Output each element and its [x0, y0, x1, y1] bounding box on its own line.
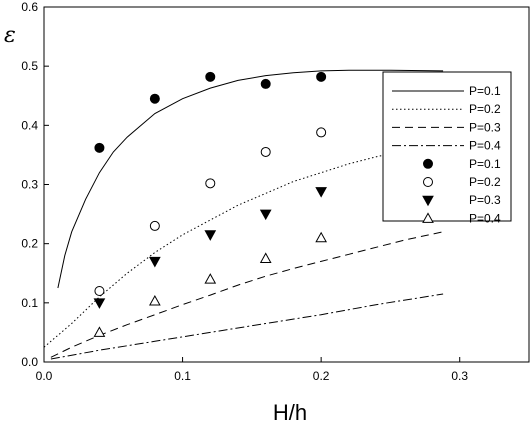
- y-tick-label: 0.2: [21, 237, 38, 251]
- legend-label: P=0.1: [469, 157, 501, 171]
- data-point-2: [316, 127, 327, 138]
- y-tick-label: 0.0: [21, 355, 38, 369]
- legend-marker-swatch: [422, 195, 434, 207]
- series-lines: [43, 69, 444, 360]
- data-point-3: [149, 256, 161, 268]
- y-axis-label: ε: [4, 23, 16, 48]
- series-points: [93, 71, 327, 337]
- series-line-1: [57, 69, 444, 289]
- y-tick-label: 0.6: [21, 0, 38, 14]
- data-point-4: [315, 231, 327, 243]
- data-point-2: [205, 178, 216, 189]
- y-tick-label: 0.1: [21, 296, 38, 310]
- legend-label: P=0.1: [469, 84, 501, 98]
- data-point-4: [93, 326, 106, 337]
- legend-label: P=0.2: [469, 175, 501, 189]
- ticks: [43, 6, 461, 363]
- data-point-3: [93, 298, 106, 309]
- y-tick-label: 0.5: [21, 59, 38, 73]
- data-point-1: [205, 71, 216, 82]
- x-axis-label: H/h: [273, 400, 307, 425]
- data-point-2: [94, 286, 105, 296]
- data-point-1: [260, 78, 271, 89]
- legend-marker-swatch: [422, 212, 434, 223]
- data-point-4: [149, 295, 161, 306]
- data-point-3: [204, 230, 217, 241]
- data-point-3: [315, 187, 327, 198]
- legend-label: P=0.3: [469, 120, 501, 134]
- legend-items: P=0.1 P=0.2 P=0.3 P=0.4 P=0.1 P=0.2 P=0.3 P=0.4: [392, 84, 501, 225]
- legend-label: P=0.3: [469, 193, 501, 207]
- x-tick-label: 0.0: [36, 369, 53, 383]
- legend-box: [382, 71, 512, 222]
- legend: P=0.1 P=0.2 P=0.3 P=0.4 P=0.1 P=0.2 P=0.3 P=0.4: [382, 71, 512, 225]
- data-point-3: [259, 209, 272, 221]
- legend-label: P=0.4: [469, 211, 501, 225]
- data-point-1: [94, 142, 105, 153]
- series-line-4: [50, 293, 444, 360]
- tick-labels: 0.0 0.1 0.2 0.3 0.0 0.1 0.2 0.3 0.4 0.5 0.6: [21, 0, 468, 383]
- legend-marker-swatch: [423, 158, 433, 169]
- x-tick-label: 0.2: [313, 369, 330, 383]
- data-point-1: [149, 93, 160, 104]
- x-tick-label: 0.3: [451, 369, 468, 383]
- legend-label: P=0.2: [469, 102, 501, 116]
- series-line-2: [43, 143, 444, 348]
- legend-label: P=0.4: [469, 139, 501, 153]
- data-point-4: [259, 252, 272, 263]
- legend-marker-swatch: [423, 177, 433, 187]
- data-point-4: [204, 273, 217, 284]
- y-tick-label: 0.3: [21, 178, 38, 192]
- data-point-2: [260, 146, 271, 157]
- y-tick-label: 0.4: [21, 118, 38, 132]
- series-line-3: [50, 231, 444, 358]
- data-point-2: [149, 220, 160, 231]
- data-point-1: [316, 71, 327, 82]
- x-tick-label: 0.1: [174, 369, 191, 383]
